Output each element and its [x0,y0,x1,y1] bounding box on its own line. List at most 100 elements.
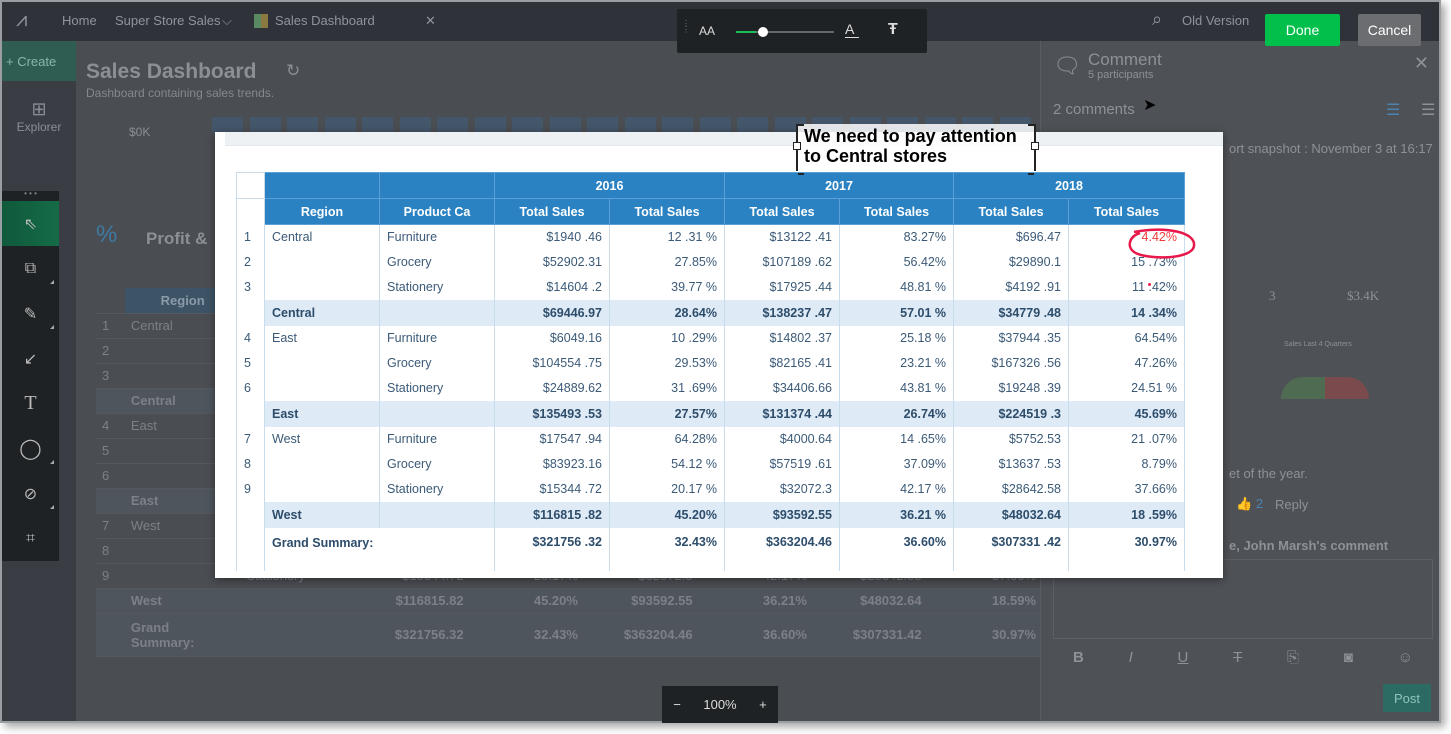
bg-value: $363204.46 [583,613,699,657]
close-icon[interactable]: ✕ [1413,53,1429,73]
value-cell: 8.79% [1068,451,1185,477]
value-cell: $37944 .35 [953,325,1069,351]
column-header[interactable]: Region [264,198,380,225]
value-cell: $93592.55 [724,501,840,528]
product-cell: Stationery [379,274,495,300]
value-cell: $28642.58 [953,476,1069,502]
red-circle-annotation[interactable] [1126,224,1198,264]
bar-mark [362,117,393,133]
column-header[interactable]: Total Sales [953,198,1069,225]
mouse-cursor-icon: ➤ [1143,97,1157,114]
bg-value: 36.21% [698,588,813,614]
column-header[interactable]: Total Sales [839,198,954,225]
table-row: 3 Stationery $14604 .2 39.77 % $17925 .44 48.… [236,274,1185,300]
header-cell [264,172,380,199]
done-button[interactable]: Done [1265,14,1340,46]
text-style-icon[interactable]: Ŧ [888,21,898,38]
text-tool[interactable]: T [2,381,59,426]
value-cell: 24.51 % [1068,375,1185,401]
align-icon[interactable]: ☰ [1421,102,1436,119]
font-color-icon[interactable]: A [845,21,860,38]
bg-value: $307331.42 [812,613,928,657]
value-cell: 29.53% [609,350,725,376]
emoji-icon[interactable]: ☺ [1397,649,1413,666]
subtotal-row: West $116815 .82 45.20% $93592.55 36.21 % $48… [236,501,1185,528]
reply-link[interactable]: Reply [1275,497,1309,512]
blur-tool[interactable]: ⊘ [2,471,59,516]
italic-icon[interactable]: I [1128,649,1133,666]
value-cell: 20.17 % [609,476,725,502]
column-header[interactable]: Total Sales [1068,198,1185,225]
region-cell [264,350,380,376]
workspace-dropdown[interactable]: Super Store Sales [115,13,221,28]
strike-icon[interactable]: T [1233,649,1243,666]
year-header: 2017 [724,172,954,199]
bg-row-number [96,613,125,657]
create-button[interactable]: + Create [2,41,76,81]
widget-title: Profit & [146,229,208,248]
snapshot-text: ort snapshot : November 3 at 16:17 [1229,141,1433,156]
page-subtitle: Dashboard containing sales trends. [86,86,275,100]
bg-row-number: 6 [96,463,125,489]
bar-mark [549,117,581,133]
cancel-button[interactable]: Cancel [1358,14,1421,46]
resize-handle-left[interactable] [793,142,801,150]
bg-value: $93592.55 [583,588,699,614]
bar-mark [587,117,618,133]
column-header[interactable]: Total Sales [724,198,840,225]
region-cell [264,249,380,275]
bar-mark [287,117,318,133]
product-cell [379,501,495,528]
font-size-slider[interactable] [736,27,834,37]
table-row: 4 East Furniture $6049.16 10 .29% $14802 .37 2… [236,325,1185,351]
drag-handle[interactable]: • • • [24,189,37,198]
value-cell: $14802 .37 [724,325,840,351]
explorer-nav[interactable]: ⊞ Explorer [2,99,76,134]
subtotal-row: East $135493 .53 27.57% $131374 .44 26.74% $2… [236,400,1185,427]
column-header[interactable]: Product Ca [379,198,495,225]
nav-home[interactable]: Home [62,13,97,28]
bg-product [240,588,355,614]
value-cell: $32072.3 [724,476,840,502]
text-annotation[interactable]: We need to pay attention to Central stor… [793,124,1039,175]
zoom-out-icon[interactable]: − [673,697,681,712]
drag-handle[interactable]: ⋮ ⋮ [682,19,690,34]
arrow-tool[interactable]: ↙ [2,336,59,381]
underline-icon[interactable]: U [1177,649,1189,666]
search-icon[interactable]: ⌕ [1152,9,1163,29]
bold-icon[interactable]: B [1073,649,1084,666]
comment-input[interactable] [1053,559,1433,639]
column-header[interactable]: Total Sales [494,198,610,225]
pen-tool[interactable]: ✎ [2,291,59,336]
attach-icon[interactable]: ⎘ [1287,649,1300,666]
refresh-icon[interactable]: ↻ [286,61,301,80]
zoom-in-icon[interactable]: + [759,697,767,712]
zoom-level[interactable]: 100% [703,697,737,712]
font-size-icon: AA [699,24,716,38]
like-button[interactable]: 👍 2 [1236,496,1263,512]
crop-tool[interactable]: ⌗ [2,516,59,561]
camera-icon[interactable]: ◙ [1343,649,1353,666]
region-cell [264,375,380,401]
bar-mark [399,117,431,133]
gauge-chart [1281,377,1369,399]
resize-handle-right[interactable] [1031,142,1039,150]
value-cell: 28.64% [609,299,725,326]
callout-tool[interactable]: ◯ [2,426,59,471]
bg-row-number: 8 [96,538,125,564]
close-tab-icon[interactable]: ✕ [425,13,436,28]
old-version-link[interactable]: Old Version [1182,13,1250,28]
arrow-icon: ↙ [23,350,38,368]
value-cell: 11 .42% [1068,274,1185,300]
value-cell: $167326 .56 [953,350,1069,376]
tab-sales-dashboard[interactable]: Sales Dashboard [275,13,375,28]
slider-knob[interactable] [757,27,768,37]
shape-tool[interactable]: ⧉ [2,246,59,291]
select-tool[interactable]: ⇖ [2,201,59,246]
row-number: 1 [236,224,265,250]
post-button[interactable]: Post [1383,684,1431,712]
bg-row-number: 4 [96,413,125,439]
list-view-icon[interactable]: ☰ [1386,102,1401,119]
column-header[interactable]: Total Sales [609,198,725,225]
eye-off-icon: ⊘ [23,485,38,503]
